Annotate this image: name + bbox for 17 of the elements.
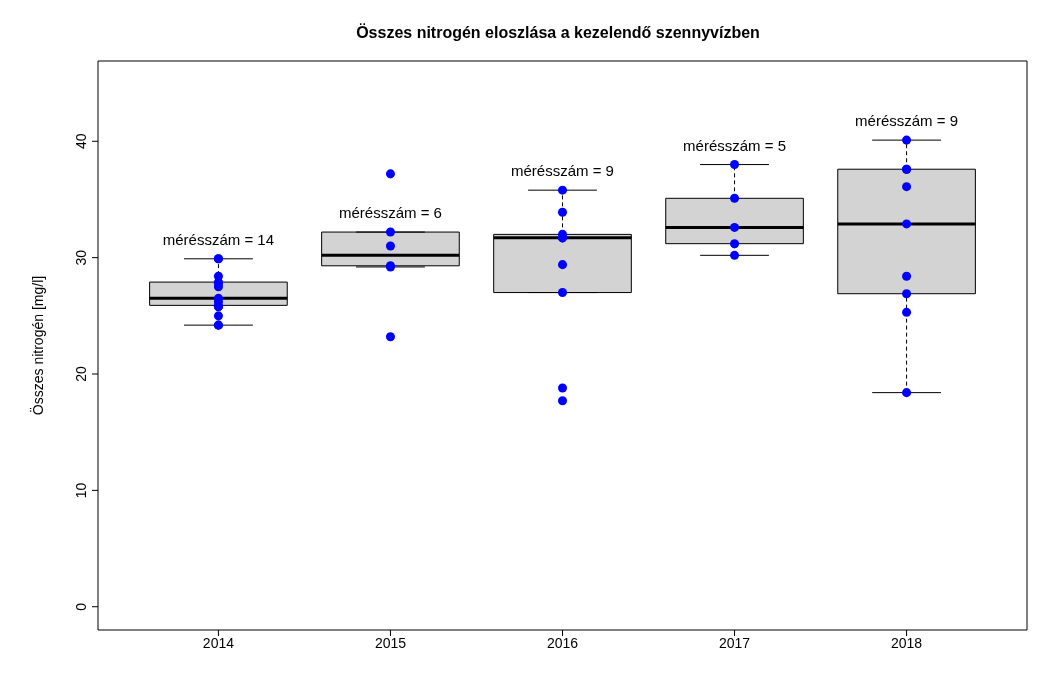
annotation: mérésszám = 6 (338, 204, 442, 222)
y-tick-label: 0 (73, 602, 89, 611)
y-tick-label: 40 (73, 133, 89, 150)
y-tick-label: 30 (73, 249, 89, 266)
x-tick-label: 2014 (202, 634, 235, 651)
annotation: mérésszám = 9 (855, 112, 959, 130)
y-axis-title: Összes nitrogén [mg/l] (28, 275, 46, 416)
annotation: mérésszám = 14 (162, 230, 275, 248)
x-tick-label: 2017 (718, 634, 751, 651)
annotation: mérésszám = 5 (683, 136, 787, 154)
chart-title: Összes nitrogén eloszlása a kezelendő szennyvízben (355, 24, 761, 43)
y-tick-label: 10 (73, 482, 89, 499)
x-tick-label: 2016 (546, 634, 579, 651)
y-tick-label: 20 (73, 366, 89, 382)
annotation: mérésszám = 9 (511, 162, 614, 180)
x-tick-label: 2018 (891, 634, 923, 651)
x-tick-label: 2015 (374, 634, 407, 651)
